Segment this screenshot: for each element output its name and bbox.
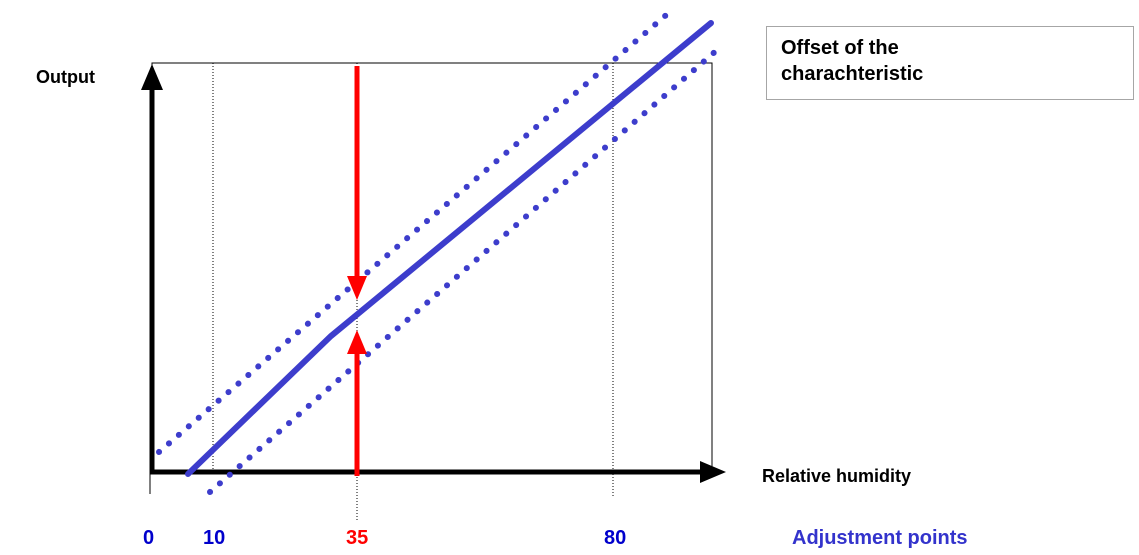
- legend-line-2: charachteristic: [781, 63, 924, 85]
- x-tick-label-35: 35: [346, 527, 369, 549]
- x-tick-label-80: 80: [604, 527, 627, 549]
- upper-offset-line: [156, 7, 675, 455]
- y-axis-label: Output: [36, 67, 95, 87]
- x-tick-label-0: 0: [143, 527, 155, 549]
- adjustment-points-label: Adjustment points: [792, 527, 968, 549]
- legend-box: Offset of the charachteristic: [766, 26, 1134, 100]
- characteristic-line: [185, 20, 714, 477]
- y-axis-arrowhead: [141, 64, 163, 90]
- lower-offset-line: [207, 47, 720, 495]
- x-tick-label-10: 10: [203, 527, 226, 549]
- legend-line-1: Offset of the: [781, 37, 899, 59]
- x-axis-label: Relative humidity: [762, 466, 912, 486]
- adjustment-arrow-down-head: [347, 276, 367, 300]
- plot-frame: [151, 62, 713, 474]
- x-axis-arrowhead: [700, 461, 726, 483]
- adjustment-arrow-up-head: [347, 330, 367, 354]
